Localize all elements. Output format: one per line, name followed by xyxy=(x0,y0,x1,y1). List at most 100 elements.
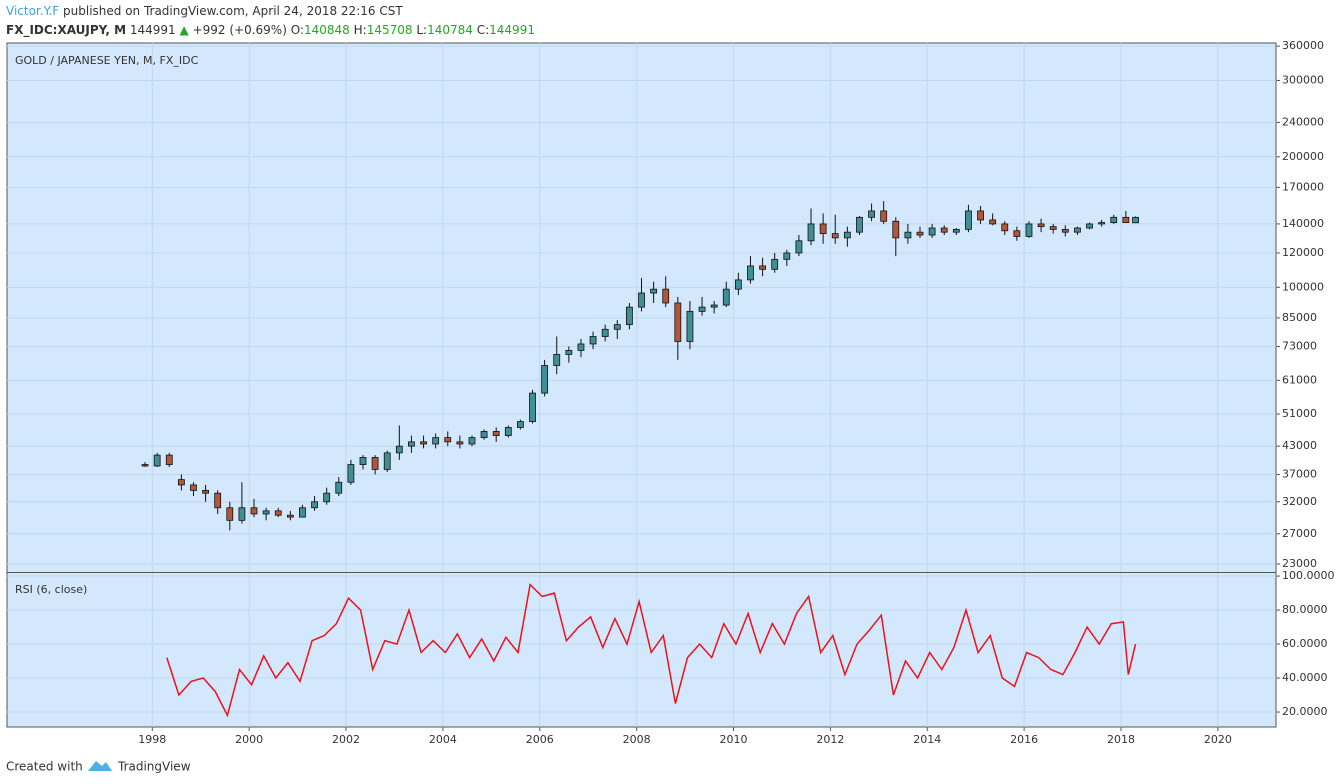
candle-body xyxy=(165,454,173,465)
candle-body xyxy=(529,392,536,422)
candle-body xyxy=(1037,223,1045,228)
candle-body xyxy=(856,216,863,233)
candle-body xyxy=(274,510,282,516)
y-tick-label: 170000 xyxy=(1282,180,1324,193)
candle-body xyxy=(625,306,633,326)
candle-body xyxy=(1025,223,1033,237)
y-tick-label: 51000 xyxy=(1282,407,1317,420)
candle-body xyxy=(1110,216,1118,223)
candle-body xyxy=(771,258,779,270)
rsi-line xyxy=(166,583,1137,718)
candle-body xyxy=(977,210,984,221)
plot-area xyxy=(6,42,1277,728)
candle-body xyxy=(553,354,561,366)
candle-body xyxy=(250,507,258,515)
candle-body xyxy=(916,231,924,236)
symbol: FX_IDC:XAUJPY, M xyxy=(6,23,126,38)
open-label: O: xyxy=(291,23,304,37)
candle-body xyxy=(153,454,161,467)
x-tick-label: 2002 xyxy=(332,733,360,746)
candle-body xyxy=(807,223,815,242)
candle-body xyxy=(686,310,694,342)
y-tick-label: 100000 xyxy=(1282,280,1324,293)
y-tick-label: 100.0000 xyxy=(1282,569,1335,582)
candle-body xyxy=(795,240,803,254)
candle-body xyxy=(819,223,827,234)
close-value: 144991 xyxy=(489,23,535,37)
change: +992 (+0.69%) xyxy=(193,23,287,37)
candle-body xyxy=(880,210,888,222)
y-tick-label: 80.0000 xyxy=(1282,603,1328,616)
low-value: 140784 xyxy=(427,23,473,37)
candle-body xyxy=(1132,216,1139,224)
candle-body xyxy=(371,457,379,470)
candle-body xyxy=(311,501,318,509)
y-tick-label: 32000 xyxy=(1282,495,1317,508)
x-tick-label: 2000 xyxy=(235,733,263,746)
candle-body xyxy=(734,279,742,290)
y-tick-label: 37000 xyxy=(1282,467,1317,480)
y-tick-label: 360000 xyxy=(1282,39,1324,52)
y-tick-label: 200000 xyxy=(1282,150,1324,163)
candle-body xyxy=(722,288,730,306)
y-tick-label: 20.0000 xyxy=(1282,705,1328,718)
candle-body xyxy=(480,431,488,439)
footer-brand[interactable]: TradingView xyxy=(117,760,191,774)
candle-body xyxy=(226,507,234,521)
open-value: 140848 xyxy=(304,23,350,37)
y-tick-label: 60.0000 xyxy=(1282,637,1328,650)
candle-body xyxy=(347,464,355,483)
high-value: 145708 xyxy=(367,23,413,37)
x-tick-label: 2016 xyxy=(1010,733,1038,746)
candle-body xyxy=(613,324,621,330)
candle-body xyxy=(843,231,851,239)
high-label: H: xyxy=(354,23,367,37)
candle-body xyxy=(395,445,403,454)
candle-body xyxy=(650,288,658,294)
candle-body xyxy=(831,233,839,239)
header-line: Victor.Y.F published on TradingView.com,… xyxy=(6,4,403,18)
logo xyxy=(88,761,112,771)
candle-body xyxy=(589,336,597,345)
candle-body xyxy=(492,431,500,436)
x-tick-label: 1998 xyxy=(138,733,166,746)
quote-line: FX_IDC:XAUJPY, M 144991 ▲ +992 (+0.69%) … xyxy=(6,23,535,38)
candle-body xyxy=(468,437,476,445)
candle-body xyxy=(262,510,270,515)
candle-body xyxy=(383,452,391,470)
y-tick-label: 61000 xyxy=(1282,373,1317,386)
candle-body xyxy=(335,481,343,494)
last: 144991 xyxy=(130,23,176,37)
candle-body xyxy=(759,265,766,270)
candle-body xyxy=(517,421,524,428)
author[interactable]: Victor.Y.F xyxy=(6,4,59,18)
candle-body xyxy=(190,484,197,491)
candle-body xyxy=(710,304,718,308)
y-tick-label: 300000 xyxy=(1282,73,1324,86)
y-tick-label: 27000 xyxy=(1282,527,1317,540)
y-tick-label: 85000 xyxy=(1282,311,1317,324)
x-tick-label: 2012 xyxy=(816,733,844,746)
x-tick-label: 2006 xyxy=(526,733,554,746)
candle-body xyxy=(1001,223,1009,232)
published: published on TradingView.com, April 24, … xyxy=(63,4,403,18)
y-tick-label: 240000 xyxy=(1282,115,1324,128)
y-tick-label: 40.0000 xyxy=(1282,671,1328,684)
candle-body xyxy=(892,220,900,239)
candle-body xyxy=(323,492,331,503)
candle-body xyxy=(747,265,754,281)
candle-body xyxy=(928,227,936,236)
candle-body xyxy=(662,288,670,304)
candle-body xyxy=(1061,228,1069,233)
y-tick-label: 73000 xyxy=(1282,340,1317,353)
candle-body xyxy=(1098,222,1106,225)
main-title: GOLD / JAPANESE YEN, M, FX_IDC xyxy=(15,54,199,67)
candle-body xyxy=(638,292,645,308)
candle-body xyxy=(1013,230,1021,237)
x-tick-label: 2008 xyxy=(623,733,651,746)
candle-body xyxy=(698,306,706,312)
y-tick-label: 23000 xyxy=(1282,557,1317,570)
candle-body xyxy=(286,514,294,518)
candle-body xyxy=(565,350,573,355)
